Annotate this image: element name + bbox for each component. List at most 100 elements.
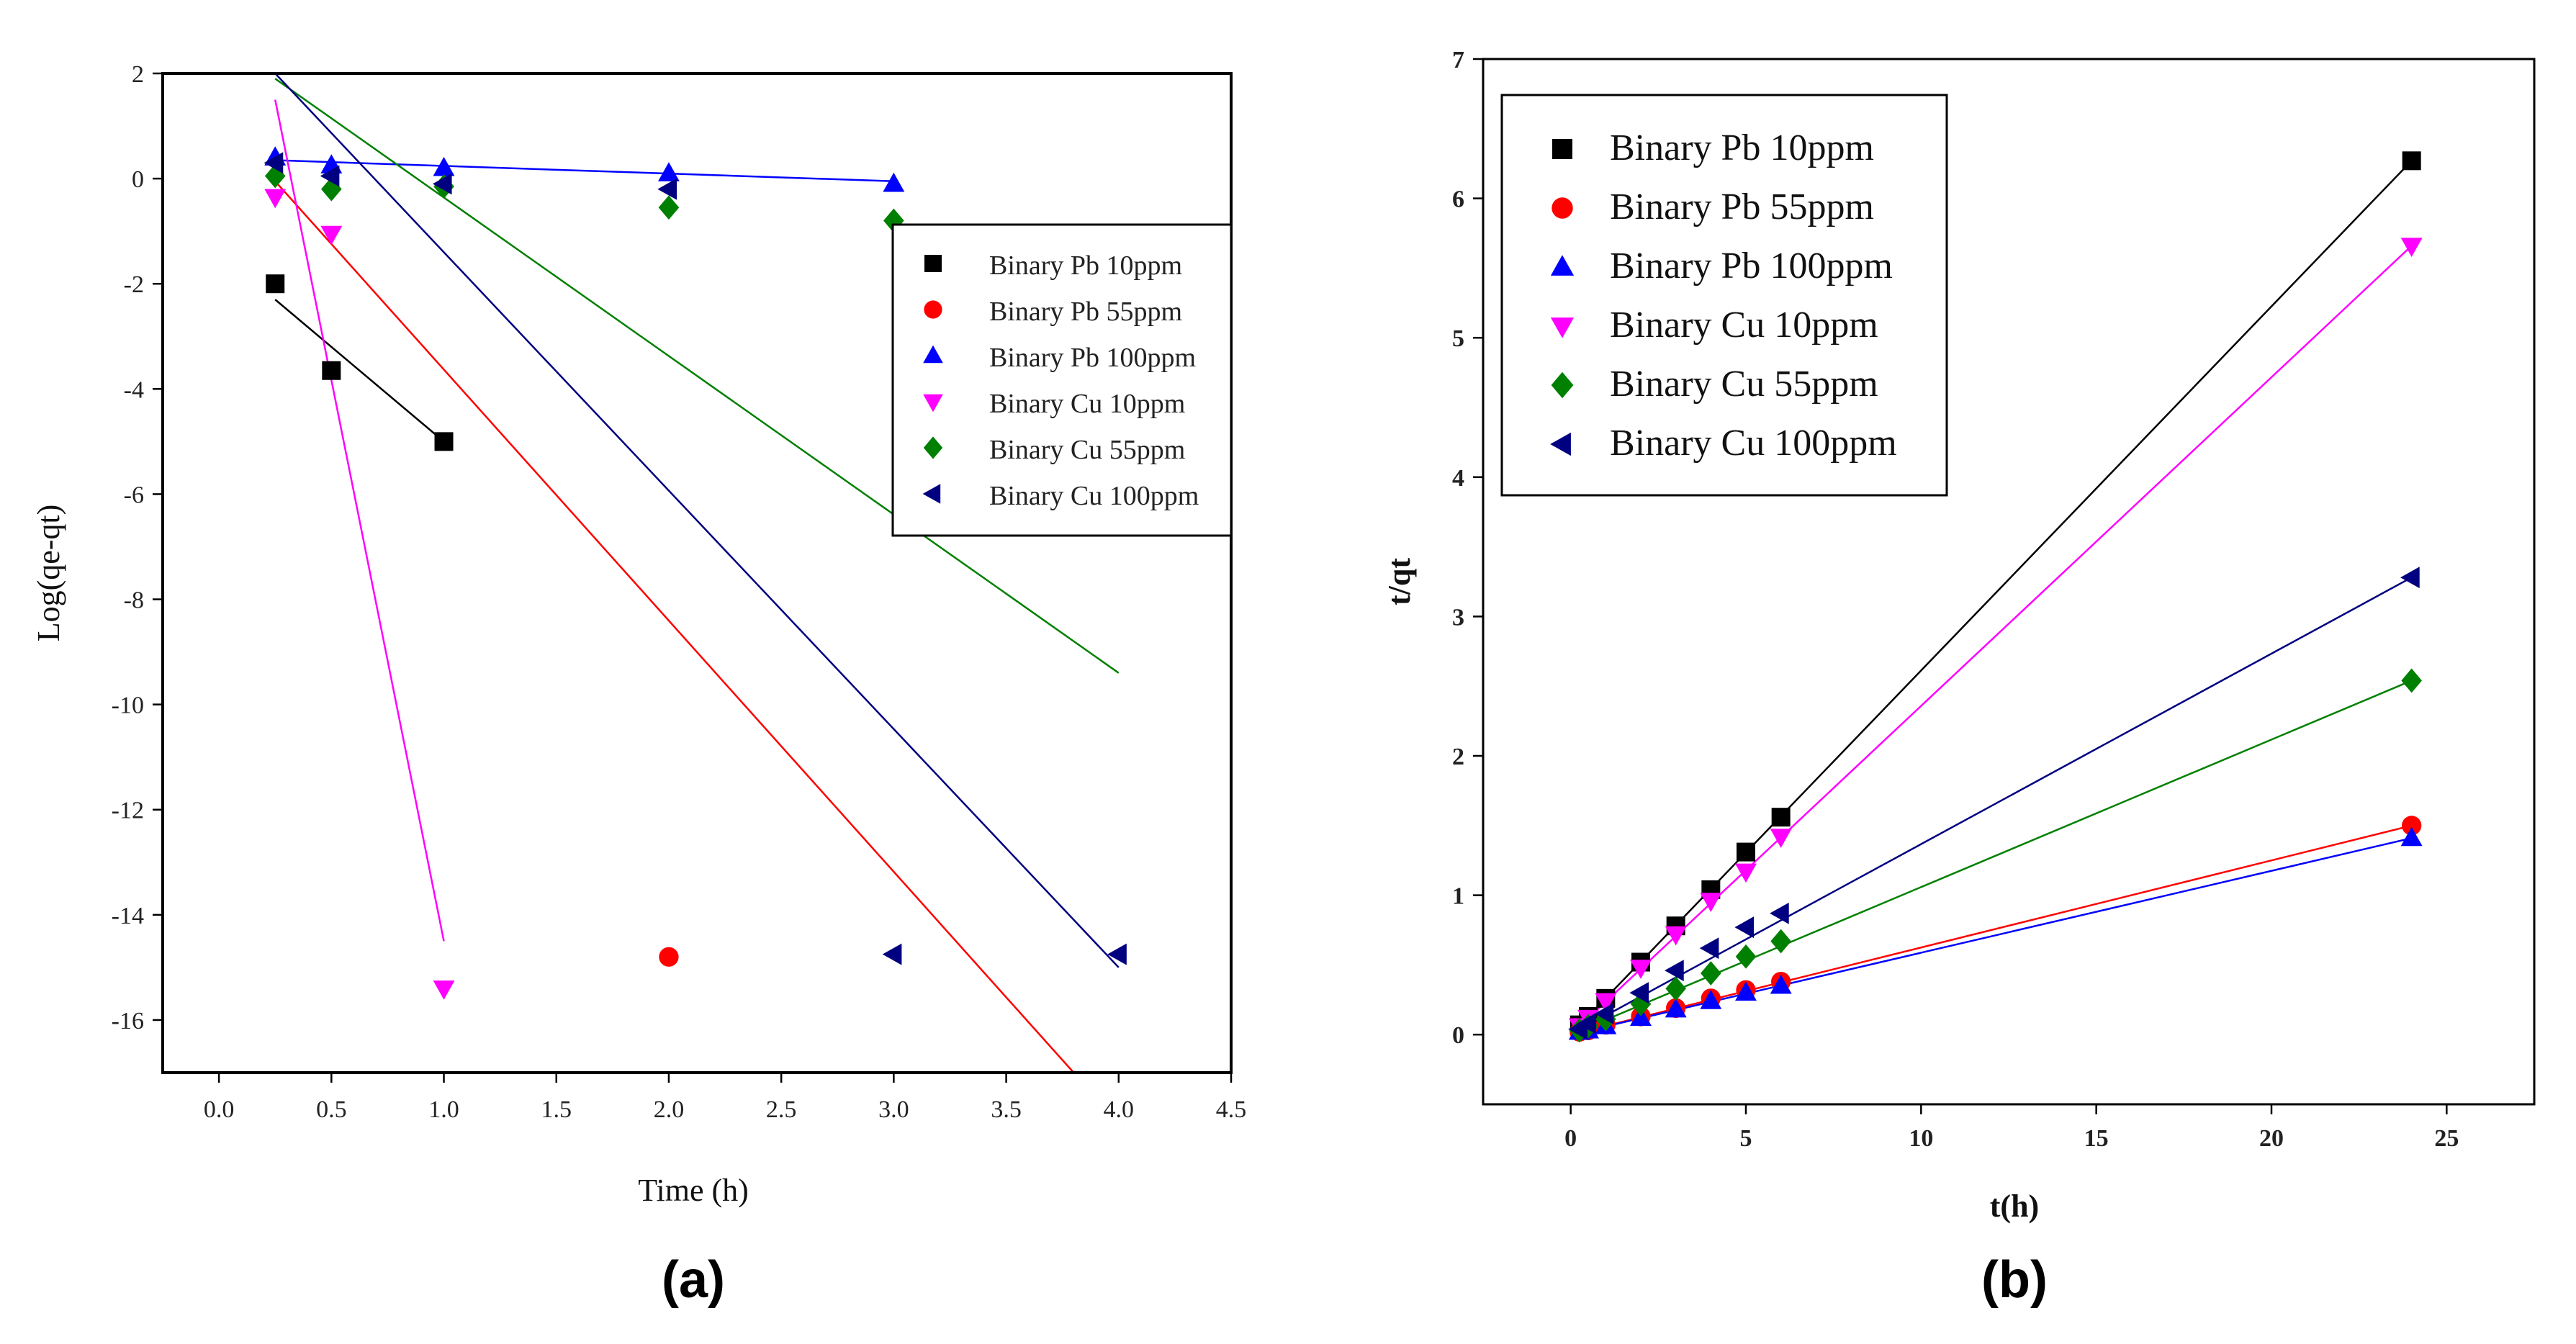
x-axis-label-b: t(h) (1990, 1189, 2039, 1224)
y-tick-label: -4 (124, 376, 144, 403)
data-point-binary-cu-100ppm (657, 178, 677, 200)
data-point-binary-pb-100ppm (433, 156, 455, 176)
data-point-binary-cu-10ppm (433, 980, 455, 1000)
legend-label-binary-cu-10ppm: Binary Cu 10ppm (989, 389, 1185, 419)
y-axis-label-a: Log(qe-qt) (31, 505, 66, 642)
data-point-binary-cu-100ppm (432, 173, 452, 195)
y-tick-label: -8 (124, 587, 144, 614)
data-point-binary-cu-100ppm (1629, 982, 1649, 1004)
x-tick-label: 20 (2259, 1125, 2284, 1152)
data-point-binary-cu-55ppm (1735, 944, 1757, 969)
x-tick-label: 0.0 (204, 1096, 235, 1123)
y-axis-label-b: t/qt (1382, 558, 1417, 605)
y-tick-label: -14 (112, 903, 144, 929)
chart-panel-b: 0 5 10 15 20 25 0 1 2 3 4 5 6 7 t/qt t(h) Binary Pb 1… (1382, 47, 2536, 1309)
x-tick-label: 2.0 (654, 1096, 685, 1123)
data-point-binary-cu-10ppm (1630, 960, 1652, 979)
data-point-binary-cu-100ppm (1699, 937, 1719, 960)
y-tick-label: 6 (1452, 186, 1464, 213)
data-point-binary-cu-10ppm (320, 225, 343, 245)
data-point-binary-cu-100ppm (264, 152, 284, 174)
data-point-binary-pb-100ppm (1735, 981, 1757, 1001)
legend-marker-binary-cu-100ppm (922, 484, 941, 504)
x-tick-label: 15 (2084, 1125, 2109, 1152)
legend-marker-binary-pb-55ppm (924, 300, 942, 319)
legend-label-binary-cu-100ppm: Binary Cu 100ppm (989, 481, 1199, 511)
x-tick-label: 4.5 (1216, 1096, 1247, 1123)
data-point-binary-pb-100ppm (657, 162, 680, 181)
fit-line-binary-cu-100ppm (274, 73, 1120, 968)
plot-frame-a (161, 72, 1233, 1074)
y-tick-label: -10 (112, 693, 144, 719)
data-point-binary-cu-100ppm (1665, 960, 1684, 982)
y-tick-label: 1 (1452, 883, 1464, 910)
y-tick-label: 0 (1452, 1022, 1464, 1049)
y-tick-label: 2 (1452, 744, 1464, 770)
data-point-binary-cu-55ppm (264, 163, 286, 189)
legend-label-binary-cu-10ppm: Binary Cu 10ppm (1610, 305, 1878, 346)
x-tick-label: 5 (1740, 1125, 1752, 1152)
legend-label-binary-pb-55ppm: Binary Pb 55ppm (989, 297, 1182, 327)
data-point-binary-cu-55ppm (883, 208, 904, 233)
legend-label-binary-pb-100ppm: Binary Pb 100ppm (1610, 245, 1893, 287)
data-point-binary-cu-55ppm (1770, 929, 1791, 954)
legend-marker-binary-cu-10ppm (923, 394, 943, 412)
legend-marker-binary-pb-10ppm (1552, 139, 1572, 159)
data-point-binary-pb-55ppm (659, 947, 679, 967)
y-tick-label: 3 (1452, 604, 1464, 631)
data-point-binary-cu-100ppm (1577, 1012, 1597, 1034)
panel-label-b: (b) (1981, 1251, 2048, 1309)
y-tick-label: -6 (124, 482, 144, 508)
fit-line-binary-cu-10ppm (274, 99, 445, 942)
legend-label-binary-pb-100ppm: Binary Pb 100ppm (989, 343, 1196, 373)
y-tick-label: 5 (1452, 325, 1464, 352)
y-tick-label: 7 (1452, 47, 1464, 73)
data-point-binary-cu-10ppm (1595, 993, 1617, 1013)
fit-line-binary-pb-55ppm (274, 180, 1075, 1073)
y-tick-label: 4 (1452, 465, 1464, 492)
legend-label-binary-pb-55ppm: Binary Pb 55ppm (1610, 186, 1874, 227)
data-point-binary-cu-55ppm (1701, 961, 1721, 986)
data-point-binary-cu-100ppm (320, 165, 340, 187)
data-point-binary-pb-100ppm (1700, 990, 1722, 1009)
data-point-binary-cu-10ppm (1665, 926, 1687, 946)
data-point-binary-pb-55ppm (2402, 816, 2422, 836)
y-tick-label: 2 (132, 61, 144, 88)
data-point-binary-pb-10ppm (266, 274, 285, 294)
data-point-binary-cu-100ppm (1734, 916, 1755, 939)
x-tick-label: 1.5 (541, 1096, 572, 1123)
x-tick-label: 0.5 (316, 1096, 347, 1123)
data-point-binary-cu-55ppm (2401, 668, 2422, 693)
legend-label-binary-pb-10ppm: Binary Pb 10ppm (989, 251, 1182, 281)
data-point-binary-pb-100ppm (883, 172, 905, 192)
fit-line-binary-cu-100ppm (1570, 577, 2413, 1036)
legend-marker-binary-cu-55ppm (923, 436, 943, 459)
data-point-binary-cu-10ppm (1770, 829, 1792, 848)
data-point-binary-cu-10ppm (1700, 893, 1722, 912)
legend-label-binary-cu-100ppm: Binary Cu 100ppm (1610, 423, 1897, 464)
legend-label-binary-cu-55ppm: Binary Cu 55ppm (1610, 364, 1878, 405)
legend-marker-binary-pb-100ppm (923, 345, 943, 364)
x-tick-label: 2.5 (766, 1096, 797, 1123)
x-tick-label: 25 (2434, 1125, 2459, 1152)
legend-label-binary-pb-10ppm: Binary Pb 10ppm (1610, 127, 1874, 168)
fit-line-binary-pb-10ppm (274, 299, 445, 443)
y-tick-label: -12 (112, 798, 144, 824)
data-point-binary-pb-100ppm (2400, 826, 2423, 847)
legend-marker-binary-pb-55ppm (1552, 197, 1573, 219)
data-point-binary-cu-100ppm (2400, 567, 2420, 589)
legend-box (1500, 94, 1948, 497)
y-tick-label: -16 (112, 1008, 144, 1034)
fit-line-binary-cu-55ppm (274, 78, 1120, 674)
legend-marker-binary-cu-10ppm (1550, 317, 1575, 338)
x-axis-label-a: Time (h) (638, 1173, 749, 1208)
data-point-binary-cu-100ppm (1107, 943, 1127, 965)
data-point-binary-pb-100ppm (1630, 1006, 1652, 1027)
legend-marker-binary-pb-100ppm (1550, 255, 1575, 276)
data-point-binary-pb-100ppm (1665, 998, 1687, 1018)
data-point-binary-pb-10ppm (434, 432, 454, 451)
legend-label-binary-cu-55ppm: Binary Cu 55ppm (989, 435, 1185, 465)
y-tick-label: 0 (132, 166, 144, 193)
x-tick-label: 4.0 (1104, 1096, 1135, 1123)
